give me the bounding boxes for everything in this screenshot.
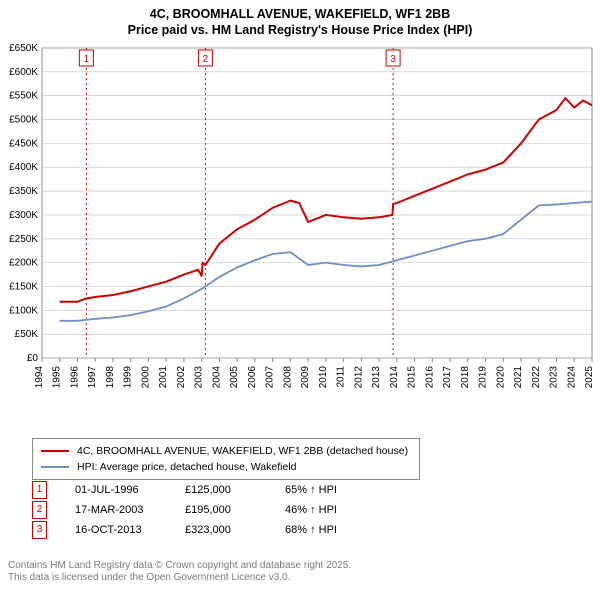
svg-text:2007: 2007 <box>265 366 276 389</box>
legend-label: HPI: Average price, detached house, Wake… <box>77 461 296 473</box>
svg-text:2011: 2011 <box>336 366 347 388</box>
svg-text:£650K: £650K <box>9 43 38 54</box>
svg-text:1998: 1998 <box>105 366 116 389</box>
event-row: 2 17-MAR-2003 £195,000 46% ↑ HPI <box>32 500 337 520</box>
event-date: 01-JUL-1996 <box>75 484 185 496</box>
svg-text:£200K: £200K <box>9 258 38 269</box>
svg-text:£500K: £500K <box>9 115 38 126</box>
event-price: £125,000 <box>185 484 285 496</box>
svg-text:2015: 2015 <box>407 366 418 389</box>
footer-line2: This data is licensed under the Open Gov… <box>8 572 351 584</box>
footer: Contains HM Land Registry data © Crown c… <box>8 560 351 584</box>
svg-text:£50K: £50K <box>15 329 39 340</box>
svg-text:2004: 2004 <box>211 366 222 389</box>
svg-text:2020: 2020 <box>495 366 506 389</box>
svg-text:1994: 1994 <box>34 366 45 389</box>
svg-text:2006: 2006 <box>247 366 258 389</box>
event-date: 16-OCT-2013 <box>75 524 185 536</box>
event-marker: 1 <box>32 481 47 499</box>
svg-text:1999: 1999 <box>123 366 134 389</box>
svg-text:2010: 2010 <box>318 366 329 389</box>
svg-text:£150K: £150K <box>9 281 38 292</box>
svg-text:2001: 2001 <box>158 366 169 389</box>
svg-text:2005: 2005 <box>229 366 240 389</box>
event-pct: 65% ↑ HPI <box>285 484 337 496</box>
event-price: £323,000 <box>185 524 285 536</box>
chart-area: £0 £50K £100K £150K £200K £250K £300K £350K £400… <box>0 42 600 422</box>
title-line1: 4C, BROOMHALL AVENUE, WAKEFIELD, WF1 2BB <box>0 6 600 22</box>
legend-swatch <box>41 466 69 468</box>
svg-text:2009: 2009 <box>300 366 311 389</box>
svg-text:2024: 2024 <box>566 366 577 389</box>
svg-text:2002: 2002 <box>176 366 187 389</box>
svg-text:1995: 1995 <box>52 366 63 389</box>
svg-text:1: 1 <box>84 54 90 65</box>
svg-text:£100K: £100K <box>9 305 38 316</box>
legend-label: 4C, BROOMHALL AVENUE, WAKEFIELD, WF1 2BB… <box>77 445 408 457</box>
svg-text:2022: 2022 <box>531 366 542 389</box>
legend-row: HPI: Average price, detached house, Wake… <box>41 459 411 475</box>
svg-text:£550K: £550K <box>9 91 38 102</box>
svg-text:2003: 2003 <box>194 366 205 389</box>
legend-row: 4C, BROOMHALL AVENUE, WAKEFIELD, WF1 2BB… <box>41 443 411 459</box>
svg-text:2025: 2025 <box>584 366 595 389</box>
svg-text:£300K: £300K <box>9 210 38 221</box>
svg-text:2023: 2023 <box>549 366 560 389</box>
svg-text:£250K: £250K <box>9 234 38 245</box>
svg-text:2016: 2016 <box>424 366 435 389</box>
event-pct: 46% ↑ HPI <box>285 504 337 516</box>
title-line2: Price paid vs. HM Land Registry's House … <box>0 22 600 38</box>
event-pct: 68% ↑ HPI <box>285 524 337 536</box>
event-table: 1 01-JUL-1996 £125,000 65% ↑ HPI 2 17-MA… <box>32 480 337 540</box>
svg-text:2018: 2018 <box>460 366 471 389</box>
event-marker: 3 <box>32 521 47 539</box>
legend-swatch <box>41 450 69 452</box>
svg-text:£450K: £450K <box>9 138 38 149</box>
svg-text:2021: 2021 <box>513 366 524 389</box>
event-marker: 2 <box>32 501 47 519</box>
svg-text:2008: 2008 <box>282 366 293 389</box>
svg-text:2000: 2000 <box>140 366 151 389</box>
svg-text:2019: 2019 <box>478 366 489 389</box>
legend: 4C, BROOMHALL AVENUE, WAKEFIELD, WF1 2BB… <box>32 438 420 480</box>
event-price: £195,000 <box>185 504 285 516</box>
line-chart-svg: £0 £50K £100K £150K £200K £250K £300K £350K £400… <box>0 42 600 422</box>
svg-text:2014: 2014 <box>389 366 400 389</box>
svg-text:2017: 2017 <box>442 366 453 389</box>
svg-text:£600K: £600K <box>9 67 38 78</box>
event-row: 3 16-OCT-2013 £323,000 68% ↑ HPI <box>32 520 337 540</box>
chart-container: 4C, BROOMHALL AVENUE, WAKEFIELD, WF1 2BB… <box>0 0 600 590</box>
footer-line1: Contains HM Land Registry data © Crown c… <box>8 560 351 572</box>
svg-text:1997: 1997 <box>87 366 98 389</box>
svg-text:£0: £0 <box>27 353 39 364</box>
svg-text:2013: 2013 <box>371 366 382 389</box>
event-row: 1 01-JUL-1996 £125,000 65% ↑ HPI <box>32 480 337 500</box>
svg-text:2012: 2012 <box>353 366 364 389</box>
svg-text:£400K: £400K <box>9 162 38 173</box>
event-date: 17-MAR-2003 <box>75 504 185 516</box>
svg-text:2: 2 <box>203 54 209 65</box>
svg-text:1996: 1996 <box>69 366 80 389</box>
title-block: 4C, BROOMHALL AVENUE, WAKEFIELD, WF1 2BB… <box>0 0 600 39</box>
svg-text:3: 3 <box>390 54 396 65</box>
svg-text:£350K: £350K <box>9 186 38 197</box>
